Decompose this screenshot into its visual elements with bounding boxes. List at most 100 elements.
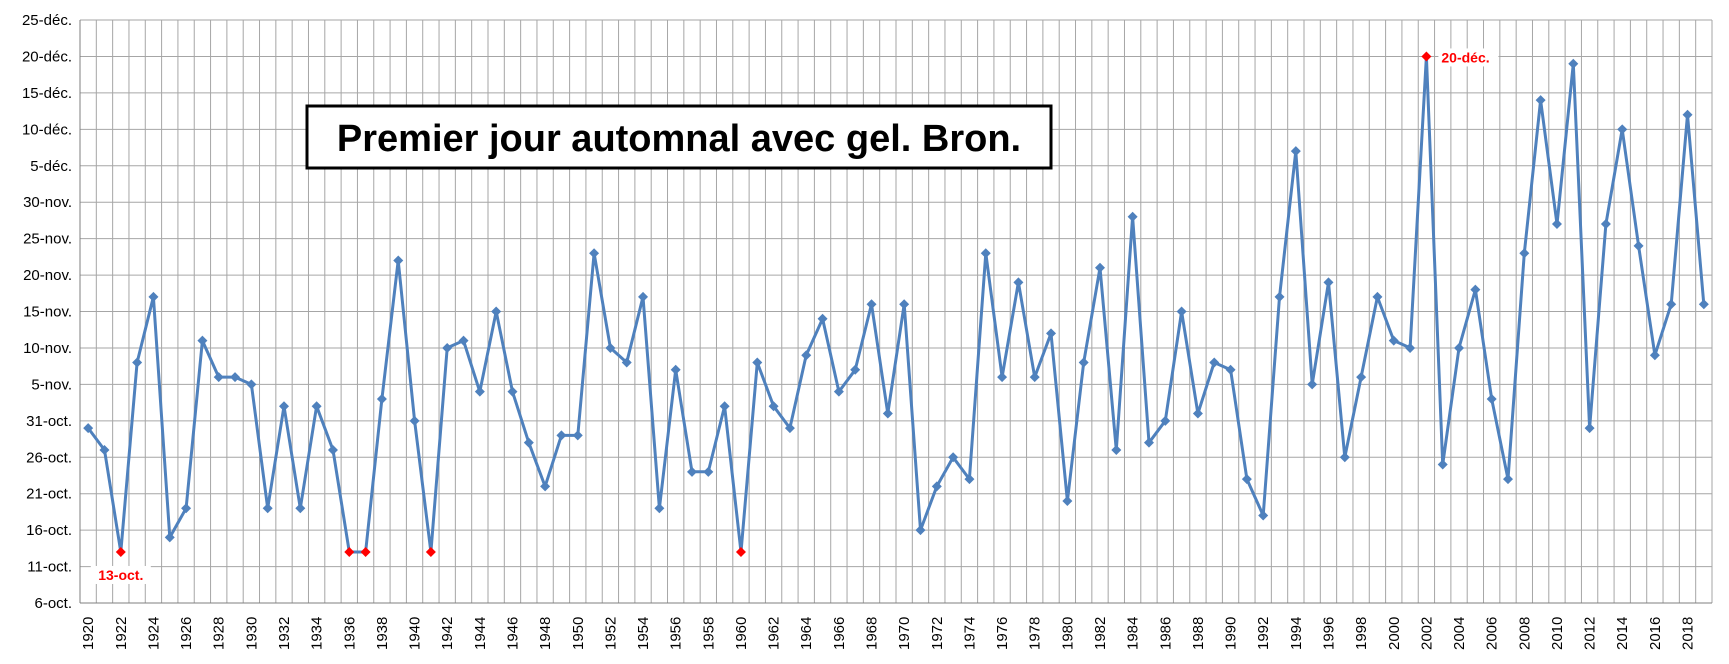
data-point: [1290, 146, 1301, 157]
data-point: [1176, 306, 1187, 317]
x-tick-label: 1976: [994, 617, 1011, 650]
data-point: [1535, 95, 1546, 106]
y-tick-label: 15-nov.: [23, 304, 72, 321]
data-point: [507, 386, 518, 397]
data-markers: [83, 51, 1709, 557]
data-point: [213, 372, 224, 383]
y-tick-label: 20-déc.: [22, 48, 72, 65]
x-tick-label: 2012: [1582, 617, 1599, 650]
data-point: [327, 444, 338, 455]
x-tick-label: 2008: [1516, 617, 1533, 650]
gridlines: [79, 19, 1713, 604]
series-polyline: [86, 54, 1706, 554]
highlighted-data-point: [344, 546, 355, 557]
data-point: [572, 430, 583, 441]
data-point: [752, 357, 763, 368]
y-tick-label: 30-nov.: [23, 194, 72, 211]
data-point: [491, 306, 502, 317]
data-point: [768, 401, 779, 412]
y-tick-label: 26-oct.: [26, 449, 72, 466]
data-point: [1095, 262, 1105, 273]
data-point: [1013, 277, 1024, 288]
data-point: [1682, 109, 1693, 120]
data-point: [1078, 357, 1089, 368]
x-tick-label: 1990: [1223, 617, 1240, 650]
data-point: [997, 372, 1008, 383]
y-tick-label: 25-déc.: [22, 12, 72, 29]
data-point: [1568, 58, 1579, 69]
y-tick-label: 6-oct.: [34, 595, 72, 612]
x-tick-label: 1956: [668, 617, 685, 650]
data-point: [1405, 342, 1416, 353]
data-point: [915, 525, 926, 536]
data-point: [1617, 124, 1628, 135]
x-tick-label: 1978: [1027, 617, 1044, 650]
axes: [79, 20, 1712, 604]
y-tick-label: 5-nov.: [31, 376, 72, 393]
x-tick-label: 1926: [178, 617, 195, 650]
data-point: [1486, 393, 1497, 404]
data-point: [474, 386, 485, 397]
x-tick-label: 2006: [1484, 617, 1501, 650]
data-point: [1225, 364, 1236, 375]
data-point: [703, 466, 714, 477]
data-point: [850, 364, 861, 375]
data-point: [1372, 291, 1383, 302]
x-tick-label: 1986: [1157, 617, 1174, 650]
data-point: [279, 401, 289, 412]
data-point: [1584, 423, 1595, 434]
highlighted-data-point: [425, 546, 436, 557]
annotation-label: 13-oct.: [98, 567, 143, 583]
y-tick-label: 10-déc.: [22, 121, 72, 138]
data-point: [1454, 342, 1465, 353]
data-point: [654, 503, 665, 514]
data-point: [1633, 240, 1644, 251]
data-point: [1388, 335, 1399, 346]
data-point: [670, 364, 681, 375]
x-tick-label: 1942: [439, 617, 456, 650]
data-point: [784, 423, 795, 434]
y-tick-label: 21-oct.: [26, 486, 72, 503]
x-tick-label: 1966: [831, 617, 848, 650]
x-tick-label: 1944: [472, 617, 489, 650]
x-tick-label: 1938: [374, 617, 391, 650]
data-point: [1160, 415, 1171, 426]
x-tick-label: 1922: [113, 617, 130, 650]
x-tick-label: 1924: [145, 617, 162, 650]
data-point: [132, 357, 143, 368]
data-point: [589, 248, 600, 259]
chart-title: Premier jour automnal avec gel. Bron.: [337, 118, 1021, 160]
x-tick-label: 2000: [1386, 617, 1403, 650]
data-point: [948, 452, 959, 463]
x-tick-label: 1974: [961, 617, 978, 650]
y-tick-label: 15-déc.: [22, 85, 72, 102]
highlighted-data-point: [360, 546, 371, 557]
data-point: [540, 481, 551, 492]
y-tick-label: 20-nov.: [23, 267, 72, 284]
y-tick-label: 5-déc.: [30, 158, 72, 175]
x-tick-label: 1992: [1255, 617, 1272, 650]
x-tick-label: 2010: [1549, 617, 1566, 650]
data-point: [801, 350, 812, 361]
data-point: [393, 255, 404, 266]
data-point: [1323, 277, 1334, 288]
data-point: [1029, 372, 1040, 383]
x-tick-label: 1946: [504, 617, 521, 650]
data-point: [1241, 474, 1252, 485]
x-tick-label: 1940: [407, 617, 424, 650]
data-point: [1551, 219, 1562, 230]
data-point: [1503, 474, 1513, 485]
y-axis-tick-labels: 6-oct. 11-oct. 16-oct. 21-oct. 26-oct. 31-oct…: [22, 12, 72, 612]
data-point: [621, 357, 632, 368]
data-point: [181, 503, 192, 514]
data-point: [964, 474, 975, 485]
data-point: [638, 291, 649, 302]
x-tick-label: 1962: [766, 617, 783, 650]
y-tick-label: 10-nov.: [23, 340, 72, 357]
data-point: [230, 372, 241, 383]
data-point: [197, 335, 208, 346]
data-point: [1649, 350, 1660, 361]
data-point: [605, 342, 616, 353]
x-tick-label: 1988: [1190, 617, 1207, 650]
